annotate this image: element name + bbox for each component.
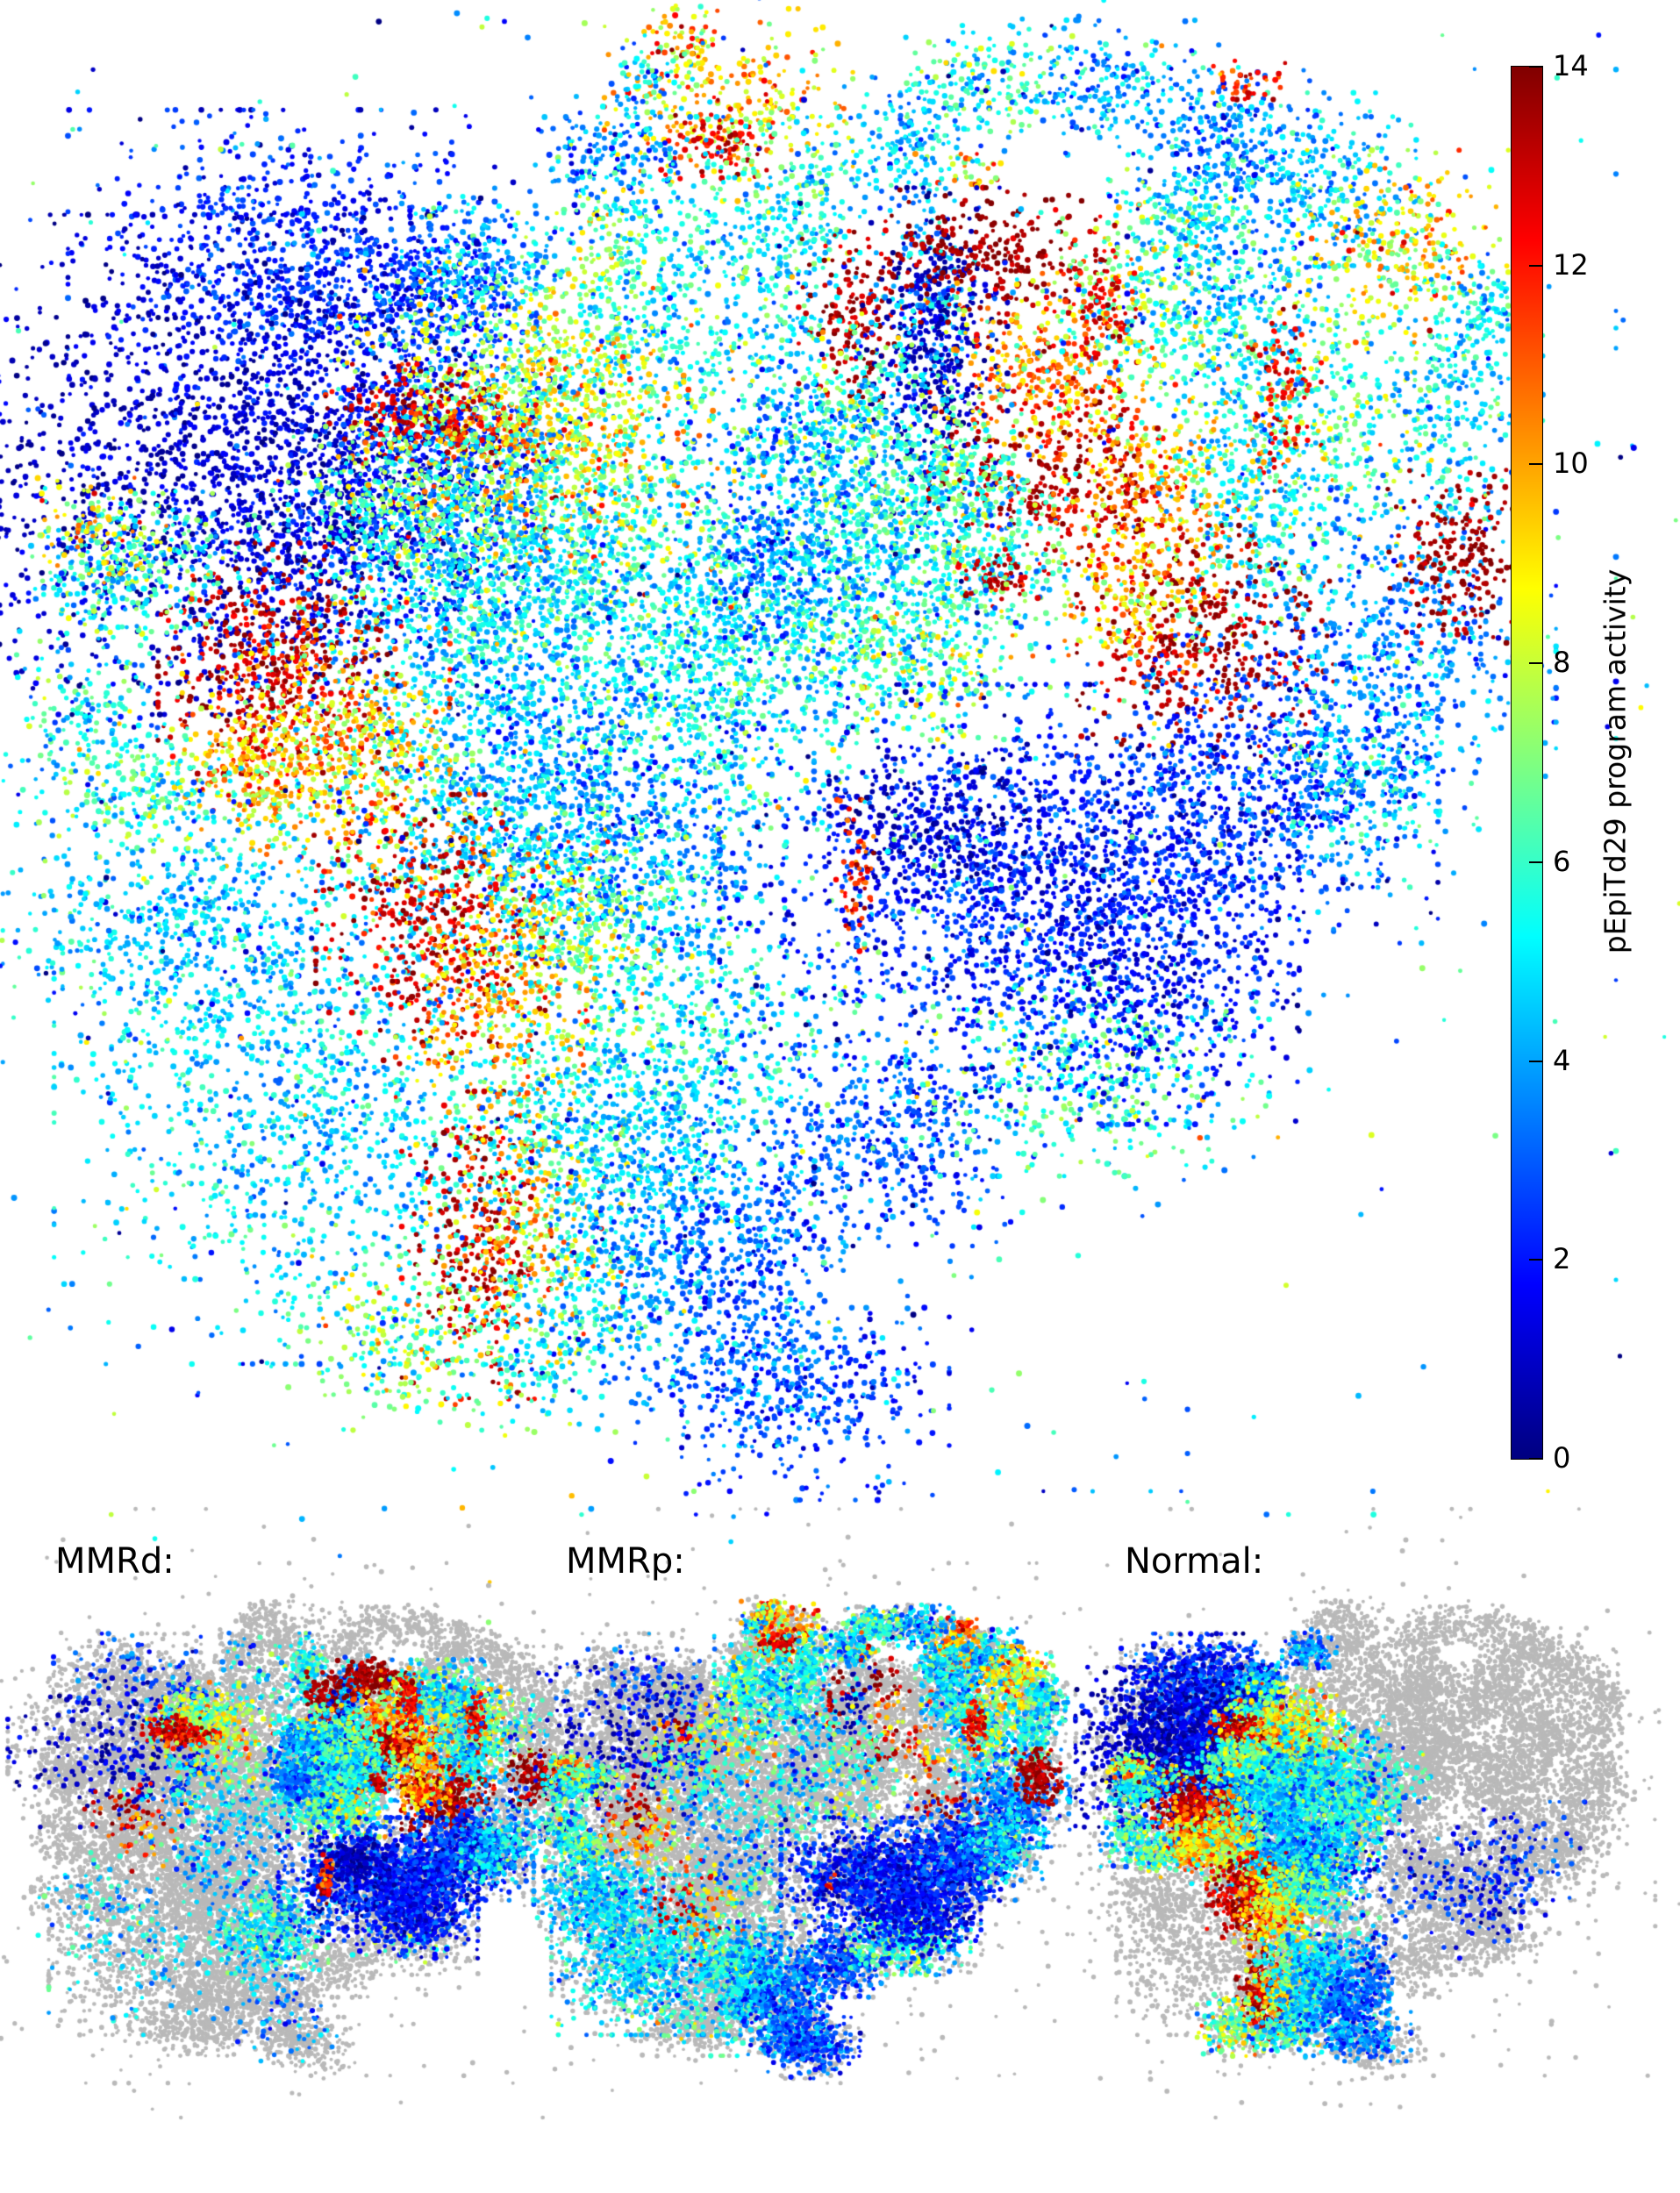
colorbar-tick — [1529, 1060, 1542, 1062]
colorbar-tick-label: 10 — [1553, 446, 1589, 481]
colorbar-tick-label: 0 — [1553, 1441, 1571, 1475]
colorbar-tick-label: 8 — [1553, 646, 1571, 680]
colorbar — [1511, 66, 1543, 1460]
colorbar-tick-label: 6 — [1553, 844, 1571, 878]
subplot-label-mmrp: MMRp: — [566, 1541, 685, 1582]
colorbar-tick — [1529, 264, 1542, 267]
colorbar-tick-label: 14 — [1553, 49, 1589, 82]
colorbar-tick-label: 2 — [1553, 1242, 1571, 1276]
colorbar-tick — [1529, 66, 1542, 68]
colorbar-tick — [1529, 861, 1542, 863]
subplot-label-mmrd: MMRd: — [55, 1541, 175, 1582]
colorbar-tick-label: 12 — [1553, 247, 1589, 282]
colorbar-tick-label: 4 — [1553, 1043, 1571, 1077]
colorbar-title: pEpiTd29 program activity — [1598, 568, 1633, 954]
colorbar-tick — [1529, 662, 1542, 665]
colorbar-tick — [1529, 1259, 1542, 1261]
colorbar-tick — [1529, 1458, 1542, 1460]
colorbar-tick — [1529, 463, 1542, 466]
subplot-label-normal: Normal: — [1125, 1541, 1264, 1582]
